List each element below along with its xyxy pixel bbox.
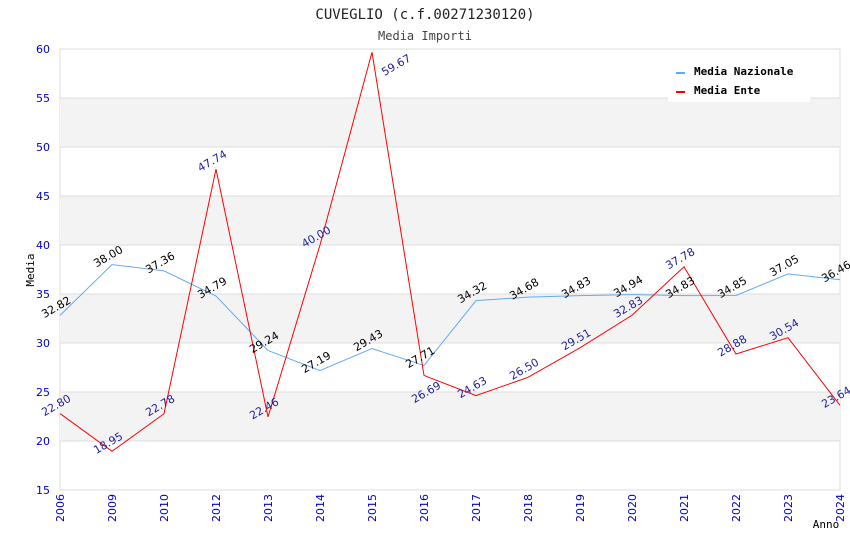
- y-tick-label: 40: [36, 239, 50, 252]
- legend-swatch-nazionale: [676, 72, 685, 74]
- y-tick-label: 50: [36, 141, 50, 154]
- chart-subtitle: Media Importi: [378, 29, 472, 43]
- legend-label-nazionale: Media Nazionale: [694, 65, 794, 78]
- chart-title: CUVEGLIO (c.f.00271230120): [315, 7, 534, 23]
- x-axis-label: Anno: [813, 518, 840, 531]
- x-tick-label: 2012: [210, 494, 223, 522]
- x-tick-label: 2016: [418, 494, 431, 522]
- series-line-ente: [59, 52, 841, 452]
- x-tick-label: 2020: [626, 494, 639, 522]
- grid-band: [60, 294, 840, 343]
- x-tick-label: 2018: [522, 494, 535, 522]
- series-line-nazionale: [59, 264, 841, 372]
- y-tick-label: 45: [36, 190, 50, 203]
- x-tick-label: 2024: [834, 494, 847, 522]
- legend-label-ente: Media Ente: [694, 84, 761, 97]
- x-tick-label: 2019: [574, 494, 587, 522]
- legend: Media Nazionale Media Ente: [668, 58, 810, 102]
- y-tick-label: 15: [36, 484, 50, 497]
- x-tick-label: 2013: [262, 494, 275, 522]
- y-tick-label: 20: [36, 435, 50, 448]
- y-axis-label: Media: [24, 253, 37, 286]
- x-tick-label: 2006: [54, 494, 67, 522]
- y-tick-label: 30: [36, 337, 50, 350]
- y-tick-label: 35: [36, 288, 50, 301]
- x-tick-label: 2009: [106, 494, 119, 522]
- x-tick-label: 2021: [678, 494, 691, 522]
- x-tick-label: 2010: [158, 494, 171, 522]
- grid-band: [60, 392, 840, 441]
- x-tick-label: 2022: [730, 494, 743, 522]
- x-tick-label: 2023: [782, 494, 795, 522]
- grid-band: [60, 98, 840, 147]
- y-tick-label: 60: [36, 43, 50, 56]
- x-tick-label: 2015: [366, 494, 379, 522]
- y-tick-label: 55: [36, 92, 50, 105]
- y-tick-label: 25: [36, 386, 50, 399]
- legend-swatch-ente: [676, 91, 685, 93]
- x-tick-label: 2017: [470, 494, 483, 522]
- x-tick-label: 2014: [314, 494, 327, 522]
- grid-band: [60, 196, 840, 245]
